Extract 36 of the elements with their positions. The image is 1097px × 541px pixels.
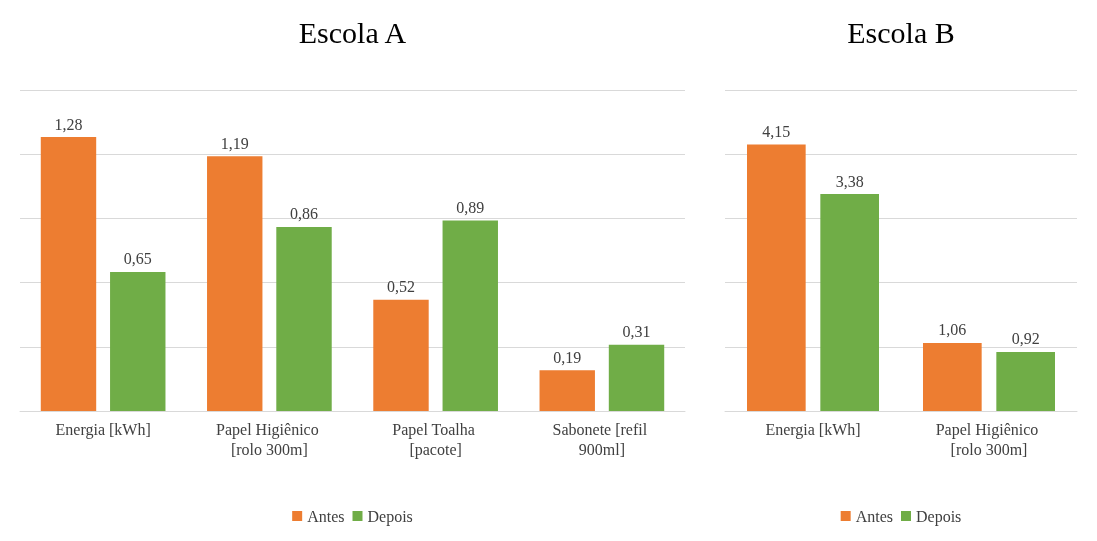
data-label: 0,92 bbox=[1011, 330, 1040, 348]
x-tick-label: Papel Toalha [pacote] bbox=[392, 420, 479, 459]
legend-label: Antes bbox=[307, 507, 345, 525]
bar bbox=[747, 144, 806, 411]
bar bbox=[110, 271, 166, 411]
x-tick-label: Papel Higiênico [rolo 300m] bbox=[216, 420, 323, 458]
data-label: 3,38 bbox=[835, 172, 864, 190]
bar bbox=[608, 344, 665, 411]
bar bbox=[923, 342, 982, 411]
data-label: 0,89 bbox=[456, 199, 485, 217]
bar bbox=[207, 156, 263, 411]
legend-label: Depois bbox=[367, 507, 413, 526]
legend-label: Depois bbox=[916, 507, 962, 526]
x-tick-label: Papel Higiênico [rolo 300m] bbox=[935, 420, 1043, 458]
data-label: 0,52 bbox=[386, 278, 415, 296]
x-tick-label: Sabonete [refil 900ml] bbox=[552, 420, 652, 458]
data-label: 0,19 bbox=[553, 348, 582, 366]
bar bbox=[820, 194, 879, 411]
data-label: 4,15 bbox=[762, 123, 791, 141]
x-tick-label: Energia [kWh] bbox=[765, 420, 861, 439]
bar bbox=[442, 220, 498, 411]
bar bbox=[373, 299, 429, 411]
bar bbox=[276, 226, 332, 411]
data-label: 0,65 bbox=[123, 250, 152, 268]
x-tick-label: Energia [kWh] bbox=[55, 420, 151, 439]
chart-title: Escola B bbox=[847, 15, 955, 49]
bar bbox=[539, 370, 595, 411]
data-label: 1,28 bbox=[54, 115, 83, 133]
bar bbox=[40, 137, 97, 411]
bar bbox=[996, 351, 1055, 411]
data-label: 1,06 bbox=[938, 321, 967, 339]
data-label: 0,86 bbox=[290, 205, 319, 223]
data-label: 1,19 bbox=[220, 134, 249, 152]
data-label: 0,31 bbox=[622, 323, 651, 341]
chart-title: Escola A bbox=[298, 15, 407, 49]
legend-label: Antes bbox=[855, 507, 893, 525]
